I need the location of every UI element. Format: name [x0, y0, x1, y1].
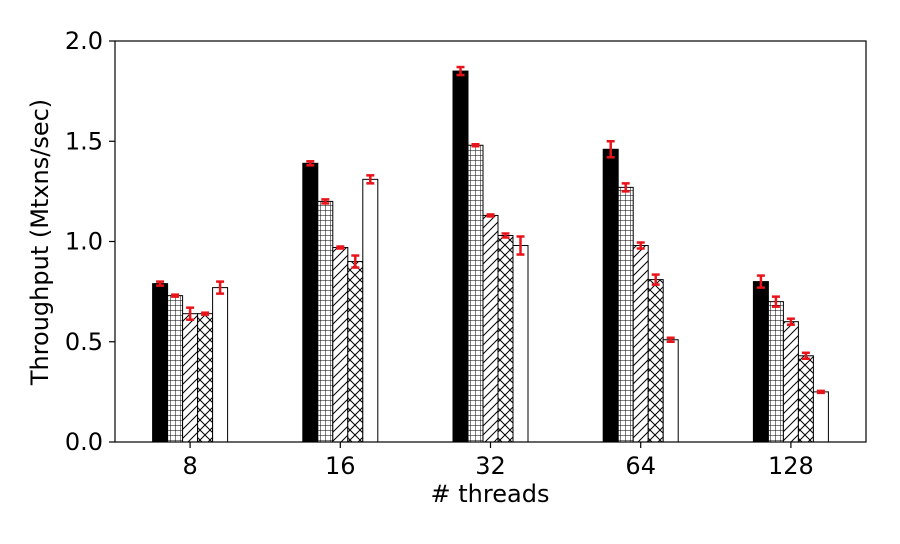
error-bar-diagonal-8 — [186, 306, 195, 321]
error-bar-solid-32 — [456, 65, 465, 77]
x-axis-label: # threads — [431, 480, 550, 508]
bar-diagonal-128 — [782, 321, 799, 443]
bars-layer — [152, 70, 829, 443]
bar-diagonal-64 — [632, 245, 649, 443]
error-bar-grid-64 — [621, 182, 630, 193]
bar-crosshatch-128 — [797, 355, 814, 443]
bar-solid-32 — [452, 70, 469, 443]
error-bar-crosshatch-32 — [501, 232, 510, 239]
bar-grid-128 — [767, 301, 784, 443]
error-bar-crosshatch-16 — [351, 254, 360, 269]
error-bar-grid-32 — [471, 143, 480, 148]
bar-diagonal-8 — [182, 313, 199, 443]
bar-solid-64 — [602, 148, 619, 443]
error-bar-diagonal-128 — [786, 317, 795, 326]
bar-empty-64 — [662, 339, 679, 443]
x-tick-label-16: 16 — [325, 452, 356, 480]
error-bar-crosshatch-128 — [801, 351, 810, 361]
x-axis: 8 16 32 64 128 — [182, 442, 814, 480]
y-axis: 0.0 0.5 1.0 1.5 2.0 — [65, 27, 115, 456]
error-bar-crosshatch-8 — [201, 311, 210, 316]
bar-solid-128 — [752, 281, 769, 443]
bar-solid-16 — [302, 162, 319, 443]
bar-solid-8 — [152, 283, 169, 443]
error-bar-grid-16 — [321, 198, 330, 205]
bar-diagonal-32 — [482, 214, 499, 443]
error-bar-crosshatch-64 — [651, 273, 660, 286]
error-bar-empty-8 — [216, 280, 225, 295]
y-tick-label-0.0: 0.0 — [65, 428, 103, 456]
x-tick-label-64: 64 — [625, 452, 656, 480]
error-bar-diagonal-64 — [636, 241, 645, 250]
y-tick-label-0.5: 0.5 — [65, 328, 103, 356]
bar-crosshatch-32 — [497, 234, 514, 443]
error-bar-empty-64 — [666, 336, 675, 343]
y-tick-label-2.0: 2.0 — [65, 27, 103, 55]
bar-crosshatch-64 — [647, 279, 664, 443]
bar-empty-32 — [512, 245, 529, 443]
bar-diagonal-16 — [332, 247, 349, 443]
error-bar-grid-128 — [771, 295, 780, 308]
bar-grid-8 — [167, 295, 184, 443]
error-bar-solid-8 — [156, 280, 165, 287]
bar-empty-128 — [812, 391, 829, 443]
error-bar-diagonal-16 — [336, 245, 345, 250]
x-tick-label-32: 32 — [475, 452, 506, 480]
error-bar-solid-64 — [606, 140, 615, 159]
x-tick-label-128: 128 — [768, 452, 814, 480]
y-axis-label: Throughput (Mtxns/sec) — [26, 99, 54, 386]
bar-grid-16 — [317, 200, 334, 443]
bar-grid-64 — [617, 186, 634, 443]
error-bar-solid-128 — [756, 274, 765, 289]
error-bars-layer — [156, 65, 825, 395]
bar-empty-16 — [362, 178, 379, 443]
error-bar-solid-16 — [306, 160, 315, 167]
x-tick-label-8: 8 — [182, 452, 197, 480]
error-bar-grid-8 — [171, 293, 180, 298]
bar-grid-32 — [467, 144, 484, 443]
error-bar-empty-128 — [816, 389, 825, 395]
error-bar-diagonal-32 — [486, 213, 495, 218]
error-bar-empty-16 — [366, 174, 375, 185]
y-tick-label-1.0: 1.0 — [65, 228, 103, 256]
error-bar-empty-32 — [516, 235, 525, 256]
bar-crosshatch-8 — [197, 313, 214, 443]
bar-empty-8 — [212, 287, 229, 443]
bar-crosshatch-16 — [347, 261, 364, 443]
y-tick-label-1.5: 1.5 — [65, 127, 103, 155]
